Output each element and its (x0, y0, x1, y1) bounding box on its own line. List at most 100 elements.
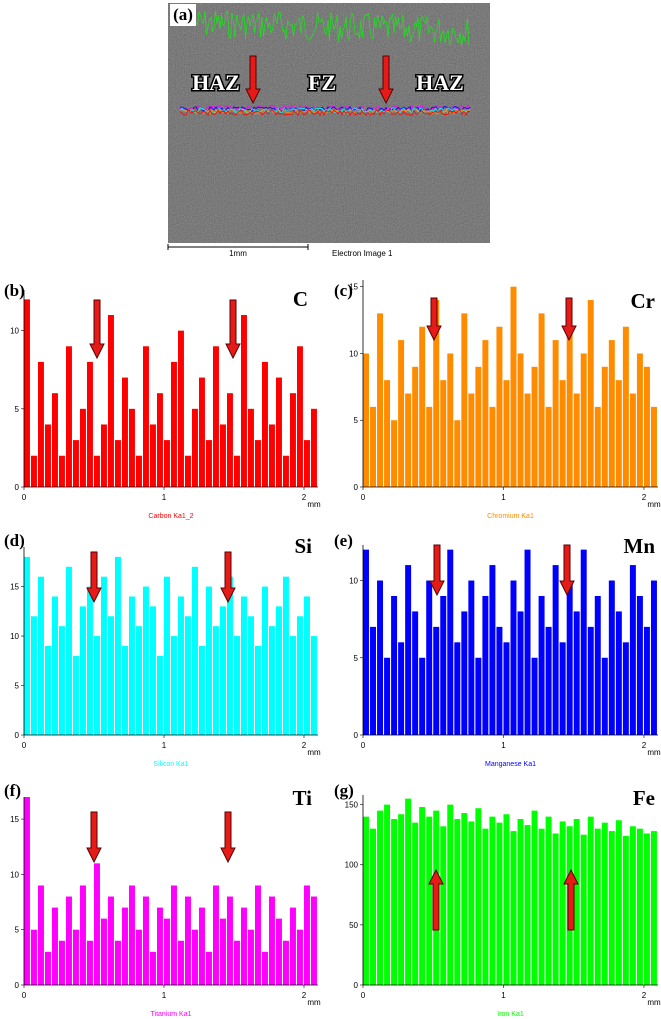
bar (171, 885, 177, 985)
bar (454, 642, 461, 735)
bar (419, 326, 426, 487)
y-tick-label: 100 (345, 861, 359, 870)
bar (517, 819, 524, 985)
y-tick-label: 5 (15, 926, 20, 935)
bar (87, 361, 93, 487)
bar (52, 907, 58, 985)
bar (38, 885, 44, 985)
x-tick-label: 1 (162, 493, 167, 502)
y-tick-label: 5 (15, 405, 20, 414)
bar (398, 814, 405, 985)
bar (248, 408, 254, 487)
arrow (378, 55, 394, 105)
arrow (86, 811, 102, 864)
bar (45, 645, 51, 735)
bar (426, 816, 433, 985)
bar (24, 797, 30, 985)
bar (447, 549, 454, 735)
y-tick-label: 0 (354, 731, 359, 740)
y-tick-label: 150 (345, 801, 359, 810)
x-axis-label: mm (647, 748, 661, 757)
bar (594, 828, 601, 985)
bar (185, 896, 191, 985)
bar (531, 810, 538, 985)
bar (199, 377, 205, 487)
bar (461, 813, 468, 985)
bar (489, 565, 496, 735)
y-tick-label: 15 (10, 583, 19, 592)
bar (164, 440, 170, 487)
bar (87, 586, 93, 735)
bar (241, 596, 247, 735)
bar (615, 611, 622, 735)
bar (363, 549, 369, 735)
bar (129, 885, 135, 985)
bar (482, 340, 489, 487)
bar (608, 831, 615, 985)
bar (115, 940, 121, 985)
chart-panel: 0 5 10 15 0 1 2mm Titanium Ka1 (f) Ti (4, 781, 321, 1018)
bar (636, 828, 643, 985)
bar (255, 440, 261, 487)
x-axis-label: mm (307, 748, 321, 757)
bar (489, 406, 496, 487)
bar (496, 822, 503, 985)
bar (594, 595, 601, 735)
bar (115, 556, 121, 735)
bar (199, 645, 205, 735)
y-tick-label: 0 (354, 981, 359, 990)
bar (31, 929, 37, 985)
bar (38, 576, 44, 735)
sem-grain (168, 3, 490, 243)
chart-panel: 0 5 10 15 0 1 2mm Silicon Ka1 (d) Si (4, 531, 321, 768)
bar (297, 616, 303, 735)
bar (297, 346, 303, 487)
bar (185, 616, 191, 735)
arrow (563, 868, 579, 931)
bar (248, 616, 254, 735)
bar (59, 940, 65, 985)
bar (150, 424, 156, 487)
bar (552, 340, 559, 487)
x-tick-label: 2 (642, 741, 647, 750)
bar (80, 408, 86, 487)
bar (440, 826, 447, 985)
bar (412, 611, 419, 735)
bar (157, 907, 163, 985)
bar (206, 440, 212, 487)
bar (643, 833, 650, 985)
bar (227, 393, 233, 487)
profile-trace (195, 10, 470, 46)
bar (538, 595, 545, 735)
bar (622, 642, 629, 735)
bar (248, 929, 254, 985)
bar (108, 616, 114, 735)
bar (220, 606, 226, 735)
bar (234, 636, 240, 735)
bar (587, 300, 594, 487)
bar (311, 408, 317, 487)
bar (101, 424, 107, 487)
bar (629, 826, 636, 985)
series-name: Iron Ka1 (497, 1011, 524, 1018)
bar (601, 366, 608, 487)
bar (398, 642, 405, 735)
bar (129, 408, 135, 487)
bar (363, 353, 369, 487)
chart-panel: 0 5 10 0 1 2mm Carbon Ka1_2 (b) C (4, 281, 321, 520)
linescan-trace (179, 109, 471, 116)
bar (192, 408, 198, 487)
bar (234, 940, 240, 985)
bar (52, 596, 58, 735)
bar (290, 636, 296, 735)
bar (398, 340, 405, 487)
bar (629, 565, 636, 735)
bar (524, 825, 531, 985)
bar (545, 816, 552, 985)
chart-panel: 0 5 10 15 0 1 2mm Chromium Ka1 (c) Cr (334, 280, 661, 520)
bar (178, 330, 184, 487)
arrow (559, 544, 575, 597)
bar (608, 340, 615, 487)
x-tick-label: 1 (162, 991, 167, 1000)
